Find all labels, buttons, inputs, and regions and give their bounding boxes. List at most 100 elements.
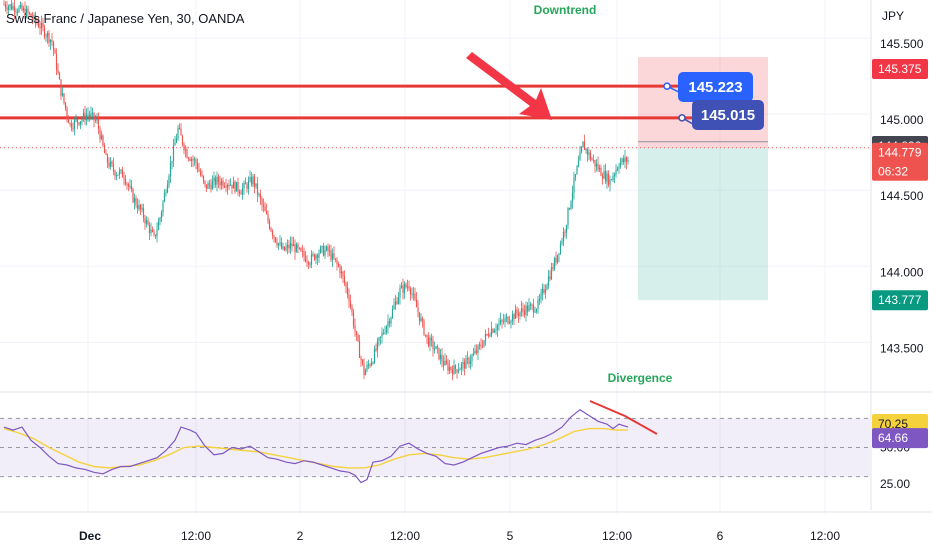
candle-body (88, 114, 91, 117)
candle-body (432, 340, 434, 350)
candle-body (375, 348, 377, 351)
candle-body (250, 177, 253, 185)
candle-body (225, 186, 227, 188)
candle-body (336, 259, 338, 264)
candle-body (10, 4, 13, 10)
price-tick-label: 144.000 (880, 265, 924, 279)
time-tick-label: 2 (297, 529, 304, 543)
candle-body (157, 221, 160, 230)
candle-body (475, 350, 478, 353)
candle-body (348, 294, 350, 301)
candle-body (84, 112, 86, 121)
candle-body (70, 123, 73, 129)
time-axis[interactable]: Dec 12:00 2 12:00 5 12:00 6 12:00 (0, 391, 932, 543)
candle-body (369, 364, 371, 366)
candle-body (471, 355, 473, 362)
horizontal-levels (0, 84, 870, 149)
candle-body (196, 163, 199, 170)
candle-body (427, 337, 430, 346)
candle-body (508, 322, 511, 324)
candle-body (387, 321, 389, 327)
callout-lower[interactable]: 145.015 (678, 100, 764, 130)
candle-body (529, 304, 532, 306)
candle-body (583, 141, 586, 151)
divergence-line[interactable] (589, 400, 658, 435)
rsi-pane[interactable]: Divergence (0, 371, 870, 484)
candle-body (331, 253, 334, 260)
candle-body (612, 176, 614, 181)
candle-body (291, 243, 293, 247)
candle-body (600, 167, 602, 177)
divergence-label[interactable]: Divergence (608, 371, 673, 385)
candle-body (345, 282, 347, 287)
candle-body (69, 123, 71, 125)
candle-body (169, 163, 172, 177)
downtrend-label[interactable]: Downtrend (534, 3, 597, 17)
candle-body (460, 364, 463, 369)
candle-body (558, 253, 560, 255)
price-tick-label: 145.500 (880, 37, 924, 51)
candle-body (588, 152, 590, 155)
candle-body (534, 311, 536, 313)
position-zones (638, 57, 768, 301)
candle-body (549, 276, 551, 279)
candle-body (591, 159, 593, 161)
candle-body (229, 184, 232, 186)
candle-body (382, 332, 385, 334)
candle-body (516, 309, 518, 314)
candle-body (393, 305, 395, 310)
svg-text:70.25: 70.25 (878, 417, 908, 431)
candle-body (445, 360, 448, 364)
time-tick-label: 5 (507, 529, 514, 543)
candle-body (487, 334, 490, 337)
callout-upper[interactable]: 145.223 (663, 72, 753, 102)
candle-body (486, 334, 488, 336)
candle-body (565, 225, 568, 233)
candle-body (342, 271, 344, 277)
candles (3, 0, 629, 381)
candle-body (370, 362, 373, 366)
candle-body (127, 184, 130, 187)
svg-text:06:32: 06:32 (878, 165, 908, 179)
candle-body (72, 128, 74, 130)
price-tick-label: 143.500 (880, 341, 924, 355)
candle-body (262, 204, 265, 207)
candle-body (87, 114, 89, 116)
candle-body (198, 169, 200, 172)
candle-body (385, 326, 388, 333)
candle-body (390, 317, 392, 324)
candle-body (214, 177, 217, 185)
candle-body (93, 112, 95, 120)
candle-body (7, 6, 10, 10)
candle-body (237, 182, 239, 192)
candle-body (66, 108, 68, 117)
candle-body (627, 159, 629, 162)
candle-body (538, 299, 541, 301)
downtrend-arrow[interactable] (466, 52, 552, 120)
candle-body (273, 235, 275, 238)
candle-body (402, 285, 404, 293)
candle-body (90, 113, 92, 117)
candle-body (397, 297, 400, 304)
target-zone[interactable] (638, 147, 768, 301)
candle-body (312, 254, 314, 256)
candle-body (244, 182, 247, 185)
candle-body (184, 149, 187, 151)
instrument-title[interactable]: Swiss Franc / Japanese Yen, 30, OANDA (6, 11, 245, 26)
candle-body (624, 157, 626, 162)
candle-body (27, 8, 29, 13)
candle-body (615, 169, 617, 175)
candle-body (261, 198, 263, 205)
candle-body (367, 364, 370, 366)
candle-body (124, 178, 127, 184)
candle-body (535, 309, 538, 312)
candle-body (553, 258, 556, 269)
candle-body (100, 135, 103, 140)
candle-body (9, 4, 11, 7)
candle-body (453, 365, 455, 375)
price-axis[interactable]: JPY 145.500 145.000 144.500 144.000 143.500 7… (870, 0, 924, 510)
candle-body (57, 69, 59, 73)
candle-body (271, 230, 274, 236)
candle-body (112, 164, 115, 171)
